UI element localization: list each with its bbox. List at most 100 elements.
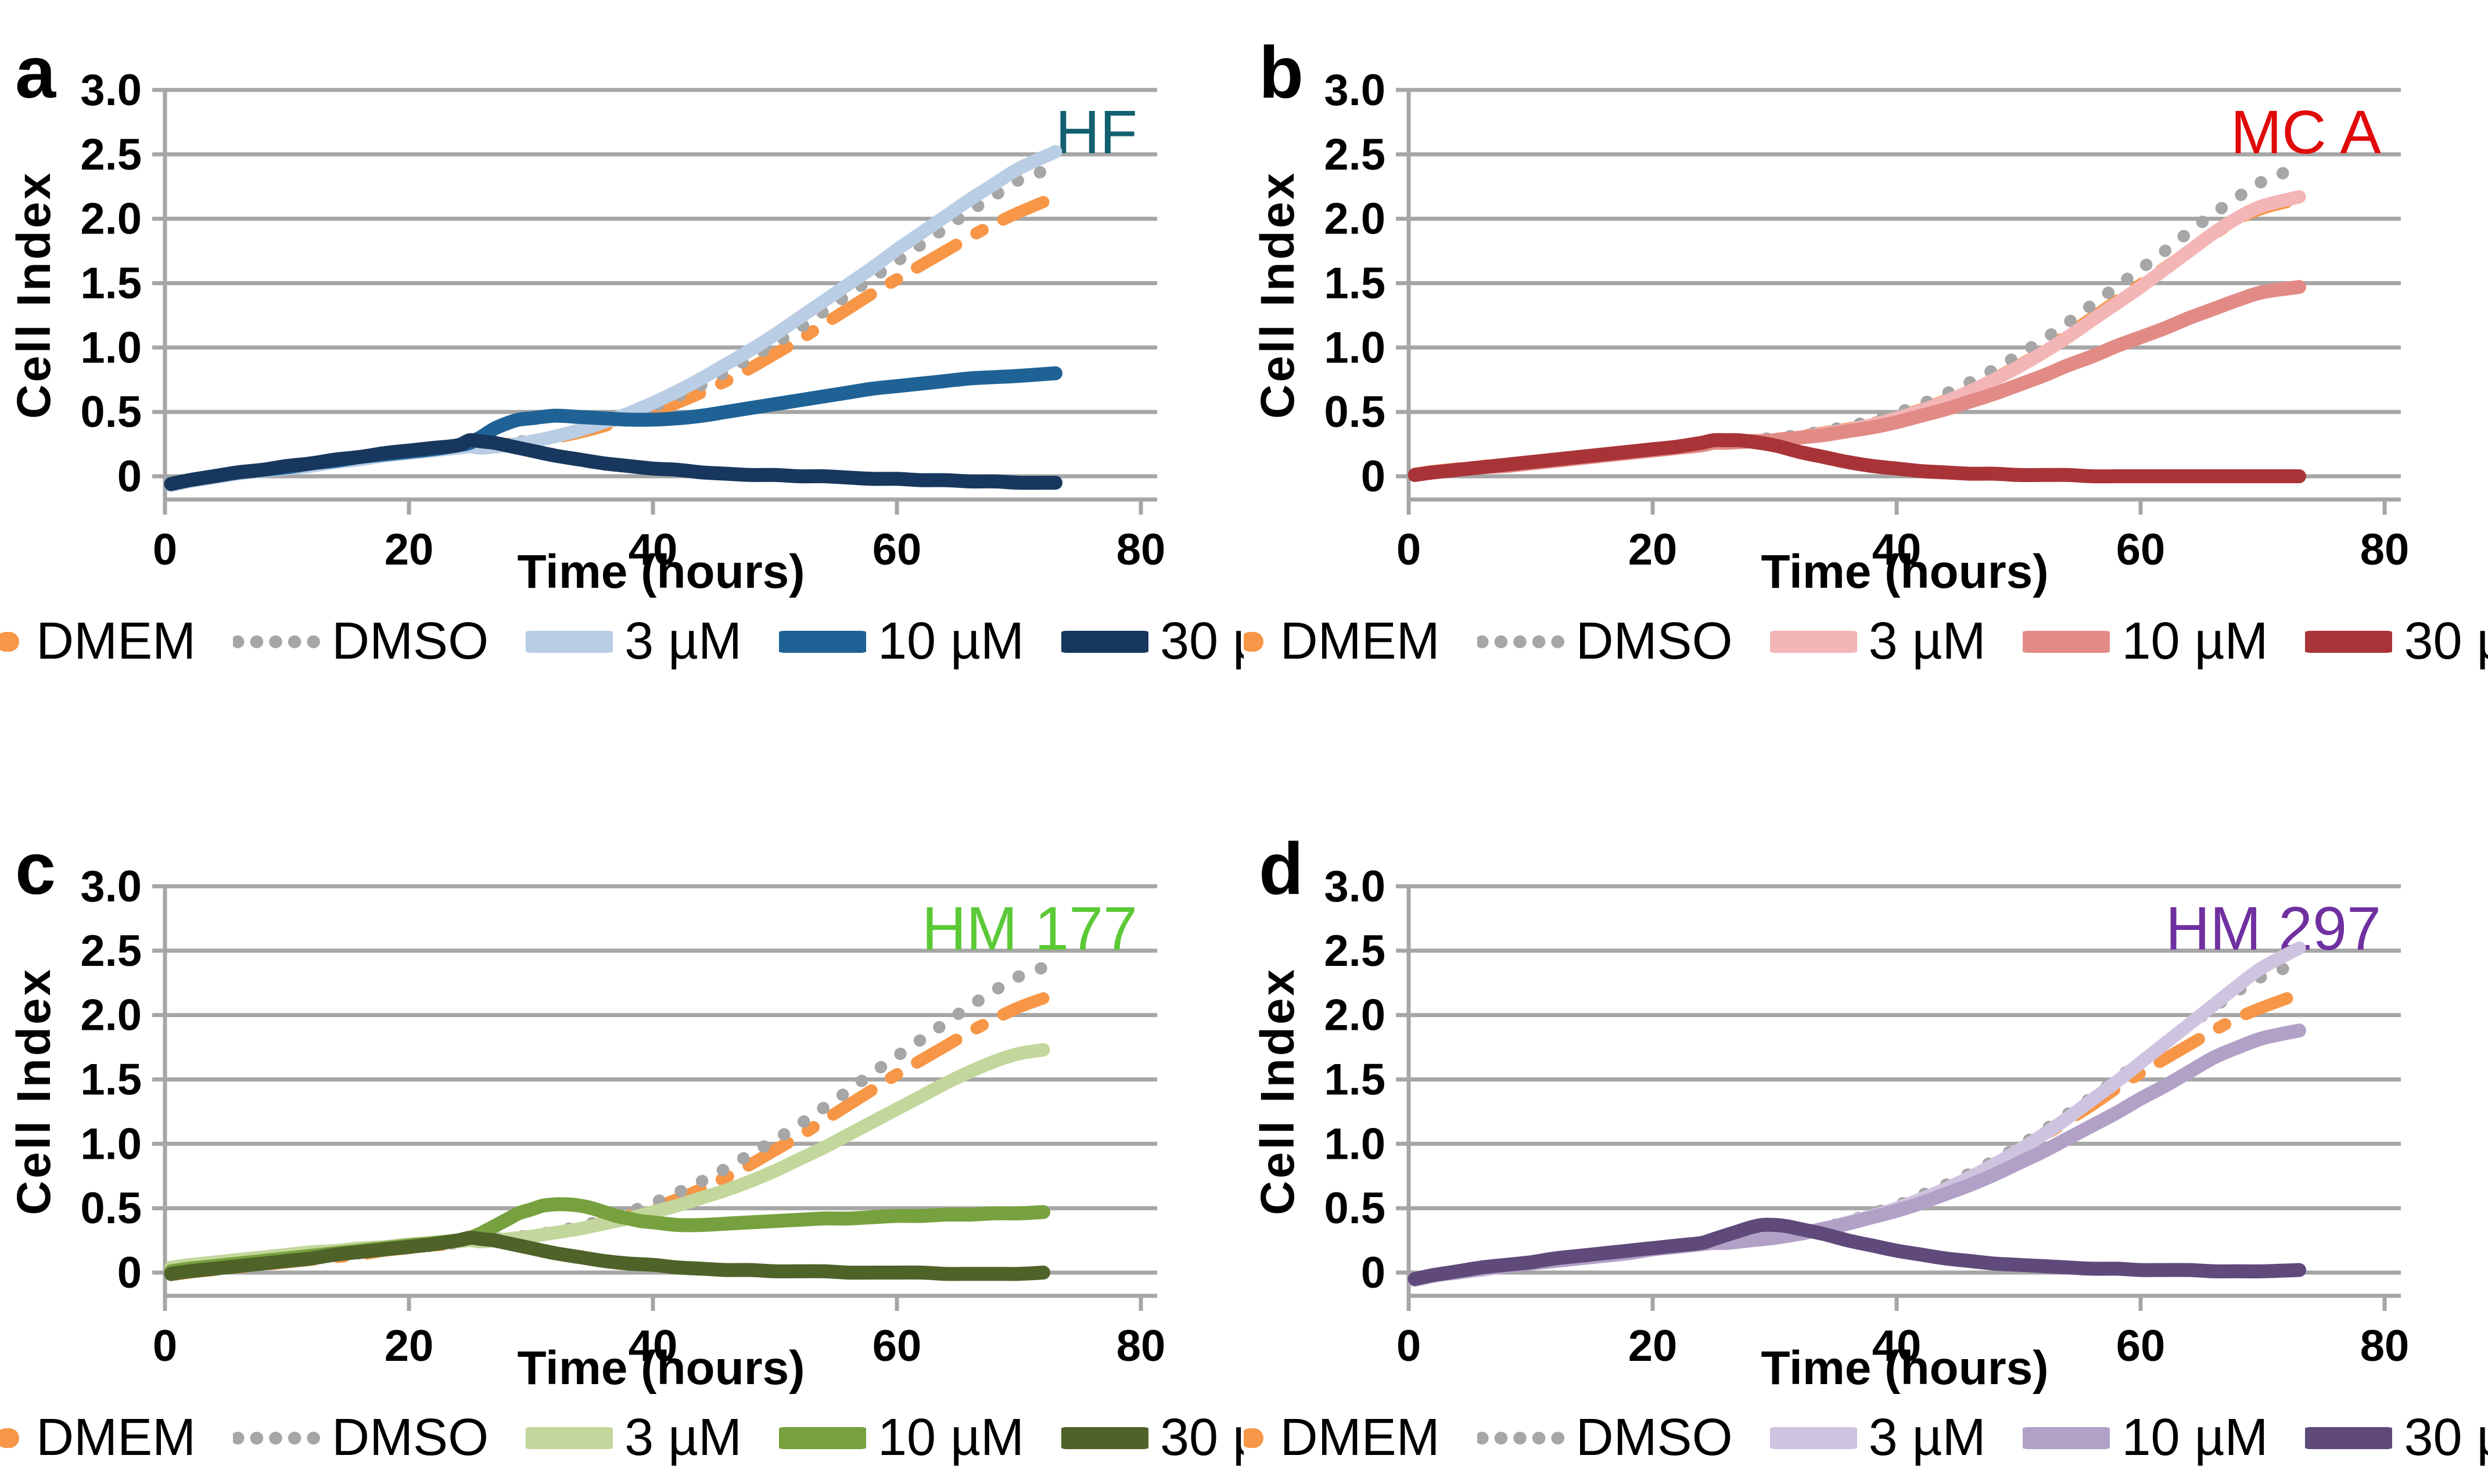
x-tick-label: 60: [2116, 1321, 2166, 1371]
x-tick-label: 0: [1396, 1321, 1421, 1371]
legend-item-dmso: DMSO: [233, 1408, 489, 1468]
legend-item-dmso: DMSO: [1477, 612, 1733, 671]
x-axis-title: Time (hours): [517, 1342, 805, 1395]
panel-b-chart-wrap: 0 0.5 1.0 1.5 2.0 2.5 3.0 0 20 40 60 80 Time (hours)…: [1244, 0, 2488, 671]
y-tick-label: 1.5: [1324, 1055, 1385, 1105]
legend-label-dmso: DMSO: [332, 612, 489, 670]
series-line-10-m: [1408, 280, 2306, 482]
y-axis-title: Cell Index: [8, 171, 60, 419]
tick-labels: 0 0.5 1.0 1.5 2.0 2.5 3.0 0 20 40 60 80: [80, 66, 1165, 574]
legend-label-3-m: 3 µM: [1868, 1408, 1986, 1467]
x-tick-label: 20: [1628, 525, 1678, 574]
series-line-30-m: [164, 433, 1062, 491]
legend-label-dmem: DMEM: [36, 612, 196, 670]
legend-item-30-m: 30 µM: [1061, 1408, 1244, 1468]
panel-title: HM 297: [2166, 894, 2381, 963]
y-tick-label: 2.5: [1324, 926, 1385, 976]
legend-swatch-10-m: [2023, 630, 2110, 653]
panel-letter-d: d: [1259, 828, 1304, 910]
legend-swatch-30-m: [1061, 630, 1148, 653]
legend-swatch-dmem: [0, 1428, 25, 1448]
panel-letter-c: c: [15, 828, 56, 910]
legend-item-30-m: 30 µM: [2305, 1408, 2488, 1468]
y-tick-label: 1.0: [80, 1119, 142, 1169]
legend-swatch-3-m: [1769, 1426, 1857, 1449]
series-line-30-m: [1408, 1217, 2306, 1287]
panel-c: 0 0.5 1.0 1.5 2.0 2.5 3.0 0 20 40 60 80 Time (hours)…: [0, 742, 1244, 1484]
series-line-30-m: [164, 1231, 1050, 1281]
axes: [152, 884, 1157, 1311]
legend-swatch-30-m: [1061, 1426, 1148, 1449]
x-tick-label: 80: [1116, 1321, 1166, 1371]
legend-swatch-10-m: [2023, 1426, 2110, 1449]
x-tick-label: 60: [2116, 525, 2166, 574]
legend-label-10-m: 10 µM: [2121, 1408, 2268, 1467]
panel-title: HM 177: [922, 894, 1137, 963]
x-axis-title: Time (hours): [517, 545, 805, 598]
series-line-30-m: [1408, 433, 2306, 484]
legend-item-dmso: DMSO: [1477, 1408, 1733, 1468]
legend-swatch-3-m: [1769, 630, 1857, 653]
legend-item-3-m: 3 µM: [526, 1408, 742, 1468]
panel-letter-b: b: [1259, 31, 1304, 113]
x-tick-label: 60: [873, 1321, 922, 1371]
chart-hm177: 0 0.5 1.0 1.5 2.0 2.5 3.0 0 20 40 60 80 Time (hours)…: [8, 862, 1166, 1395]
legend-swatch-dmso: [233, 635, 321, 648]
panel-d-chart-wrap: 0 0.5 1.0 1.5 2.0 2.5 3.0 0 20 40 60 80 Time (hours)…: [1244, 742, 2488, 1468]
legend-label-30-m: 30 µM: [2404, 1408, 2488, 1467]
legend-label-3-m: 3 µM: [1868, 612, 1986, 670]
legend-label-30-m: 30 µM: [1159, 612, 1244, 670]
legend-item-dmem: DMEM: [0, 612, 196, 671]
y-tick-label: 0.5: [1324, 387, 1385, 437]
legend-label-3-m: 3 µM: [624, 612, 742, 670]
legend-swatch-dmso: [1477, 635, 1564, 648]
y-axis-title: Cell Index: [1251, 171, 1304, 419]
axes: [152, 88, 1157, 515]
legend-hm177: DMEM DMSO 3 µM 10 µM 30 µM: [0, 1408, 1244, 1468]
legend-mca: DMEM DMSO 3 µM 10 µM 30 µM: [1244, 612, 2488, 671]
legend-item-3-m: 3 µM: [1769, 1408, 1986, 1468]
x-tick-label: 80: [2360, 1321, 2410, 1371]
y-tick-label: 2.5: [80, 130, 142, 179]
series-group: [164, 145, 1062, 492]
panel-c-chart-wrap: 0 0.5 1.0 1.5 2.0 2.5 3.0 0 20 40 60 80 Time (hours)…: [0, 742, 1244, 1468]
legend-item-3-m: 3 µM: [526, 612, 742, 671]
x-tick-label: 0: [153, 1321, 177, 1371]
y-axis-title: Cell Index: [1251, 967, 1304, 1215]
legend-item-10-m: 10 µM: [778, 1408, 1024, 1468]
chart-mca: 0 0.5 1.0 1.5 2.0 2.5 3.0 0 20 40 60 80 Time (hours)…: [1251, 66, 2409, 598]
legend-label-dmso: DMSO: [1575, 1408, 1733, 1467]
gridlines: [165, 88, 1157, 479]
legend-label-30-m: 30 µM: [2404, 612, 2488, 670]
y-tick-label: 1.0: [1324, 323, 1385, 372]
x-axis-title: Time (hours): [1761, 545, 2048, 598]
legend-label-dmso: DMSO: [1575, 612, 1733, 670]
y-tick-label: 0: [1361, 452, 1385, 501]
legend-label-10-m: 10 µM: [2121, 612, 2268, 670]
y-tick-label: 1.5: [80, 1055, 142, 1105]
legend-label-dmso: DMSO: [332, 1408, 489, 1467]
x-tick-label: 20: [1628, 1321, 1678, 1371]
legend-swatch-dmem: [1244, 1428, 1269, 1448]
x-tick-label: 20: [385, 1321, 434, 1371]
series-line-3-m: [164, 1043, 1050, 1274]
y-tick-label: 0: [117, 452, 142, 501]
y-tick-label: 1.0: [80, 323, 142, 372]
panel-title: MC A: [2231, 98, 2381, 167]
y-tick-label: 0.5: [1324, 1184, 1385, 1233]
legend-hf: DMEM DMSO 3 µM 10 µM 30 µM: [0, 612, 1244, 671]
legend-item-10-m: 10 µM: [2023, 612, 2268, 671]
panel-b: 0 0.5 1.0 1.5 2.0 2.5 3.0 0 20 40 60 80 Time (hours)…: [1244, 0, 2488, 742]
panel-d: 0 0.5 1.0 1.5 2.0 2.5 3.0 0 20 40 60 80 Time (hours)…: [1244, 742, 2488, 1484]
x-tick-label: 80: [2360, 525, 2410, 574]
x-tick-label: 40: [629, 1321, 678, 1371]
legend-swatch-dmem: [1244, 631, 1269, 652]
tick-labels: 0 0.5 1.0 1.5 2.0 2.5 3.0 0 20 40 60 80: [1324, 66, 2409, 574]
legend-swatch-10-m: [778, 630, 866, 653]
legend-swatch-30-m: [2305, 1426, 2393, 1449]
chart-hm297: 0 0.5 1.0 1.5 2.0 2.5 3.0 0 20 40 60 80 Time (hours)…: [1251, 862, 2410, 1395]
y-tick-label: 0: [1361, 1248, 1385, 1298]
y-axis-title: Cell Index: [8, 967, 60, 1215]
x-tick-label: 40: [1872, 1321, 1922, 1371]
